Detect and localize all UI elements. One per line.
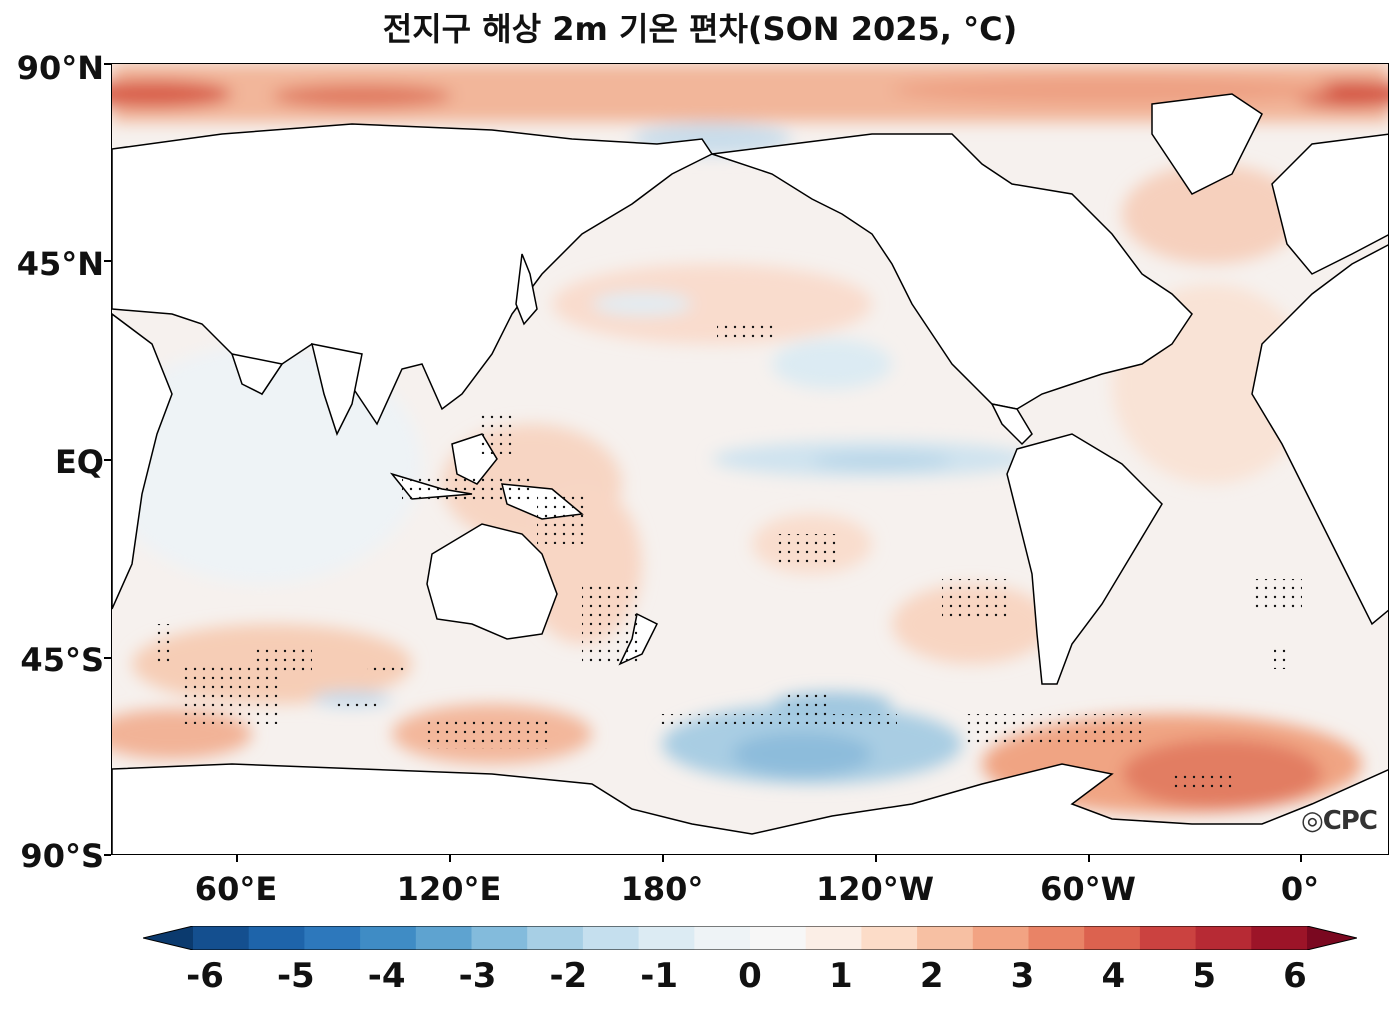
colorbar-tick-label: -3: [458, 956, 497, 996]
x-tick: [875, 855, 877, 862]
x-label-120w: 120°W: [815, 870, 935, 908]
colorbar-tick-label: 6: [1283, 956, 1307, 996]
colorbar-segment: [415, 926, 472, 950]
colorbar-segment: [1139, 926, 1197, 950]
colorbar-segment: [694, 926, 751, 950]
anomaly-map: ◎CPC: [111, 63, 1389, 855]
colorbar-tick-label: -4: [367, 956, 406, 996]
colorbar-tick-label: 2: [919, 956, 944, 996]
x-label-60e: 60°E: [194, 870, 278, 908]
cpc-logo-mark: ◎: [1301, 806, 1324, 836]
colorbar-segment: [861, 926, 918, 950]
x-label-0: 0°: [1280, 870, 1320, 908]
colorbar-segment: [1195, 926, 1252, 950]
colorbar-tick-label: 3: [1010, 956, 1035, 996]
colorbar-tick-label: -6: [186, 956, 224, 996]
colorbar-tick-label: 5: [1192, 956, 1216, 996]
colorbar-segment: [1028, 926, 1085, 950]
x-label-120e: 120°E: [396, 870, 502, 908]
colorbar-segment: [193, 926, 250, 950]
x-tick: [236, 855, 238, 862]
colorbar: [143, 926, 1357, 950]
y-label-45s: 45°S: [20, 641, 104, 679]
map-canvas: [112, 64, 1388, 854]
y-tick: [104, 657, 111, 659]
colorbar-segment: [248, 926, 305, 950]
x-tick: [449, 855, 451, 862]
colorbar-segment: [972, 926, 1029, 950]
y-label-90s: 90°S: [20, 837, 104, 875]
landmass: [112, 93, 1388, 854]
y-tick: [104, 63, 111, 65]
colorbar-tick-label: 0: [738, 956, 762, 996]
y-tick: [104, 459, 111, 461]
colorbar-extend-max: [1307, 926, 1357, 950]
colorbar-segment: [1084, 926, 1141, 950]
colorbar-tick-label: -2: [549, 956, 588, 996]
colorbar-tick-label: 1: [828, 956, 853, 996]
colorbar-segment: [638, 926, 695, 950]
colorbar-segment: [527, 926, 584, 950]
x-tick: [1300, 855, 1302, 862]
colorbar-extend-min: [143, 926, 193, 950]
y-label-eq: EQ: [54, 443, 104, 481]
y-label-90n: 90°N: [16, 49, 104, 87]
colorbar-segment: [1251, 926, 1308, 950]
colorbar-segment: [582, 926, 640, 950]
x-label-60w: 60°W: [1040, 870, 1136, 908]
significance-stipple: [152, 324, 1302, 792]
colorbar-segment: [750, 926, 807, 950]
colorbar-tick-label: -1: [640, 956, 679, 996]
colorbar-segment: [805, 926, 862, 950]
colorbar-segment: [471, 926, 528, 950]
colorbar-tick-label: -5: [276, 956, 315, 996]
x-tick: [1088, 855, 1090, 862]
x-label-180: 180°: [620, 870, 704, 908]
colorbar-segment: [360, 926, 417, 950]
cpc-logo-text: CPC: [1322, 806, 1378, 836]
y-tick: [104, 260, 111, 262]
colorbar-tick-label: 4: [1101, 956, 1126, 996]
y-label-45n: 45°N: [16, 245, 104, 283]
x-tick: [662, 855, 664, 862]
y-tick: [104, 854, 111, 856]
colorbar-segment: [304, 926, 361, 950]
colorbar-segment: [917, 926, 974, 950]
cpc-logo: ◎CPC: [1301, 806, 1378, 836]
map-title: 전지구 해상 2m 기온 편차(SON 2025, °C): [382, 10, 1018, 48]
